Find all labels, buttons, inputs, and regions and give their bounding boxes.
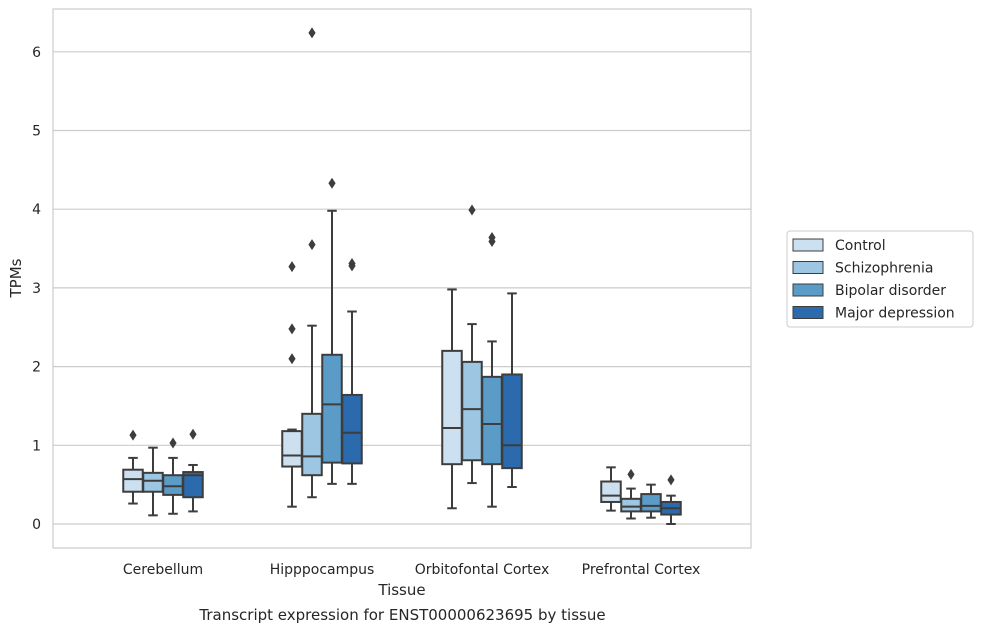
outlier-point [189,428,197,440]
legend-label: Control [835,238,886,254]
box-iqr [481,375,503,466]
outlier-point [129,429,137,441]
outlier-point [308,27,316,39]
box-iqr [620,497,642,513]
box-iqr [600,480,622,503]
plot-frame [52,8,752,549]
box-1-1 [301,27,323,499]
y-axis-label: TPMs [7,258,25,298]
box-iqr [321,353,343,464]
legend-label: Schizophrenia [835,261,933,277]
outlier-point [627,468,635,480]
box-3-0 [600,466,622,512]
box-2-2 [481,232,503,508]
box-0-1 [142,446,164,517]
outlier-point [308,239,316,251]
x-axis-label: Tissue [377,581,425,599]
y-tick-label: 5 [32,124,41,140]
legend-swatch [792,283,824,297]
outlier-point [328,177,336,189]
box-3-1 [620,468,642,520]
outlier-point [488,232,496,244]
legend-label: Major depression [835,306,955,322]
legend-label: Bipolar disorder [835,283,946,299]
box-1-0 [281,261,303,508]
x-tick-label: Cerebellum [123,562,203,578]
box-iqr [341,393,363,465]
y-tick-label: 6 [32,45,41,61]
y-tick-label: 0 [32,517,41,533]
box-0-2 [162,437,184,515]
y-tick-label: 2 [32,360,41,376]
y-tick-labels: 0 1 2 3 4 5 6 [32,45,41,533]
box-0-3 [182,428,204,513]
box-iqr [640,493,662,513]
x-tick-label: Hipppocampus [270,562,375,578]
legend-swatch [792,261,824,274]
box-iqr [441,349,463,466]
gridlines [53,51,751,525]
x-tick-label: Orbitofontal Cortex [415,562,550,578]
box-1-3 [341,258,363,485]
outlier-point [348,258,356,270]
box-iqr [162,474,184,496]
box-3-2 [640,483,662,519]
outlier-point [468,204,476,216]
legend-swatch [792,306,824,319]
box-iqr [461,360,483,462]
outlier-point [288,353,296,365]
box-iqr [182,471,204,499]
box-iqr [142,471,164,493]
box-iqr [122,468,144,493]
legend: Control Schizophrenia Bipolar disorder Majo… [786,230,974,328]
box-iqr [301,412,323,477]
x-tick-label: Prefrontal Cortex [582,562,701,578]
box-iqr [501,373,523,470]
boxes-layer [122,27,682,525]
outlier-point [169,437,177,449]
outlier-point [288,261,296,273]
box-2-0 [441,288,463,510]
legend-frame [786,230,974,328]
box-iqr [281,430,303,468]
y-tick-label: 1 [32,438,41,454]
box-1-2 [321,177,343,485]
outlier-point [667,474,675,486]
chart-caption: Transcript expression for ENST0000062369… [199,606,606,624]
box-3-3 [660,474,682,525]
outlier-point [288,323,296,335]
legend-swatch [792,238,824,252]
x-tick-labels: Cerebellum Hipppocampus Orbitofontal Corte… [123,562,700,578]
y-tick-label: 4 [32,202,41,218]
box-2-3 [501,292,523,489]
y-tick-label: 3 [32,281,41,297]
box-2-1 [461,204,483,485]
box-0-0 [122,429,144,505]
